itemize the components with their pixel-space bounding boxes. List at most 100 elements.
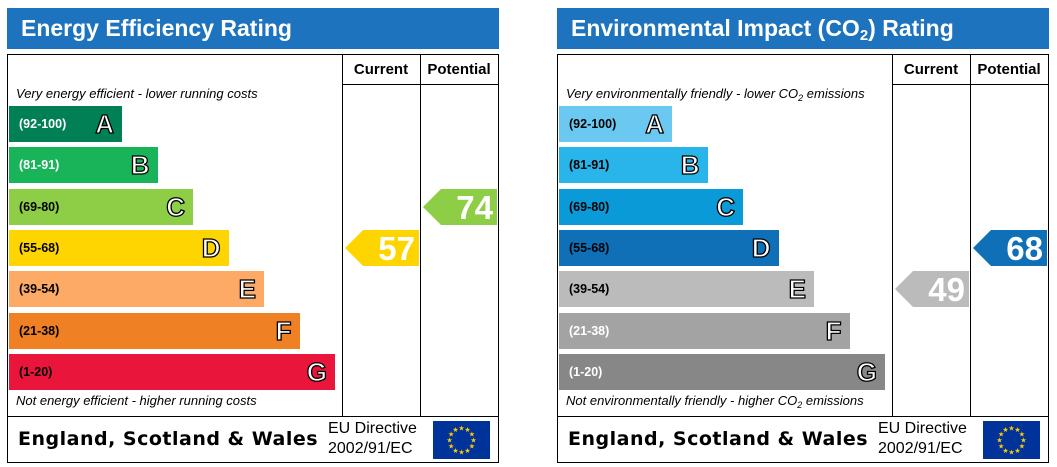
column-divider xyxy=(342,55,343,416)
band-e: (39-54) E xyxy=(9,271,264,308)
current-rating-value: 49 xyxy=(928,271,965,309)
eu-star-icon: ★ xyxy=(446,437,452,445)
band-letter: D xyxy=(751,232,771,263)
band-range-label: (92-100) xyxy=(569,117,617,131)
band-range-label: (55-68) xyxy=(19,240,60,255)
eu-star-icon: ★ xyxy=(448,443,454,451)
band-f: (21-38) F xyxy=(559,312,850,349)
band-letter: E xyxy=(788,274,807,305)
eu-star-icon: ★ xyxy=(470,437,476,445)
header-divider xyxy=(892,84,1048,85)
band-d: (55-68) D xyxy=(9,229,229,266)
directive-line1: EU Directive xyxy=(878,420,967,437)
rating-table: Current Potential Very environmentally f… xyxy=(557,54,1049,417)
directive-line2: 2002/91/EC xyxy=(878,440,963,457)
band-f: (21-38) F xyxy=(9,312,300,349)
current-rating-arrow: 57 xyxy=(345,229,419,267)
column-divider xyxy=(970,55,971,416)
eu-star-icon: ★ xyxy=(998,431,1004,439)
band-range-label: (92-100) xyxy=(19,117,67,131)
current-arrow-shape xyxy=(895,271,969,308)
band-a: (92-100) A xyxy=(559,106,672,142)
eu-star-icon: ★ xyxy=(1008,425,1014,433)
eu-star-icon: ★ xyxy=(1019,443,1025,451)
eu-star-icon: ★ xyxy=(458,449,464,457)
potential-arrow-shape xyxy=(423,188,497,225)
potential-column-header: Potential xyxy=(427,61,491,78)
region-label: England, Scotland & Wales xyxy=(18,428,319,450)
footer: England, Scotland & Wales EU Directive 2… xyxy=(557,417,1049,463)
bottom-note: Not environmentally friendly - higher CO… xyxy=(566,393,864,410)
band-range-label: (1-20) xyxy=(19,364,53,379)
chart-title: Environmental Impact (CO2) Rating xyxy=(557,8,1049,49)
band-letter: C xyxy=(716,191,736,222)
band-g: (1-20) G xyxy=(559,353,885,390)
band-b: (81-91) B xyxy=(559,147,708,184)
eu-star-icon: ★ xyxy=(469,431,475,439)
potential-arrow-fill xyxy=(973,229,1047,266)
column-divider xyxy=(420,55,421,416)
band-range-label: (39-54) xyxy=(569,282,610,297)
band-range-label: (69-80) xyxy=(19,199,60,214)
band-range-label: (39-54) xyxy=(19,282,60,297)
band-letter: F xyxy=(825,315,842,346)
eu-star-icon: ★ xyxy=(996,437,1002,445)
band-letter: D xyxy=(201,232,221,263)
potential-arrow-shape xyxy=(973,229,1047,266)
chart-title: Energy Efficiency Rating xyxy=(7,8,499,49)
top-note: Very energy efficient - lower running co… xyxy=(16,86,258,101)
current-arrow-fill xyxy=(895,271,969,308)
potential-rating-arrow: 74 xyxy=(423,188,497,226)
eu-stars: ★ ★★★★★★★★★★★ xyxy=(996,425,1026,457)
band-letter: A xyxy=(645,108,665,139)
eu-star-icon: ★ xyxy=(1020,437,1026,445)
potential-rating-value: 68 xyxy=(1006,229,1043,267)
eu-star-icon: ★ xyxy=(1008,449,1014,457)
eu-star-icon: ★ xyxy=(452,447,458,455)
current-arrow-fill xyxy=(345,229,419,266)
band-e: (39-54) E xyxy=(559,271,814,308)
band-c: (69-80) C xyxy=(9,188,193,225)
directive-line1: EU Directive xyxy=(328,420,417,437)
eu-star-icon: ★ xyxy=(998,443,1004,451)
band-letter: C xyxy=(166,191,186,222)
eu-star-icon: ★ xyxy=(452,426,458,434)
current-arrow-shape xyxy=(345,229,419,266)
rating-table: Current Potential Very energy efficient … xyxy=(7,54,499,417)
band-b: (81-91) B xyxy=(9,147,158,184)
current-rating-value: 57 xyxy=(378,229,415,267)
eu-star-icon: ★ xyxy=(1014,426,1020,434)
eu-star-icon: ★ xyxy=(1002,426,1008,434)
eu-star-icon: ★ xyxy=(1014,447,1020,455)
band-letter: F xyxy=(275,315,292,346)
band-letter: A xyxy=(95,108,115,139)
potential-arrow-fill xyxy=(423,188,497,225)
eu-flag-icon: ★ ★ ★ ★ ★ ★ ★ ★ ★ ★ ★ ★ xyxy=(983,421,1040,459)
band-range-label: (21-38) xyxy=(569,323,610,338)
band-g: (1-20) G xyxy=(9,353,335,390)
region-label: England, Scotland & Wales xyxy=(568,428,869,450)
eu-star-icon: ★ xyxy=(464,426,470,434)
top-note: Very environmentally friendly - lower CO… xyxy=(566,86,865,103)
eu-flag-icon: ★ ★ ★ ★ ★ ★ ★ ★ ★ ★ ★ ★ xyxy=(433,421,490,459)
eu-star-icon: ★ xyxy=(1019,431,1025,439)
current-rating-arrow: 49 xyxy=(895,271,969,309)
band-range-label: (81-91) xyxy=(19,158,60,173)
eu-star-icon: ★ xyxy=(469,443,475,451)
band-letter: E xyxy=(238,274,257,305)
band-letter: G xyxy=(856,356,878,387)
eu-star-icon: ★ xyxy=(1002,447,1008,455)
bottom-note: Not energy efficient - higher running co… xyxy=(16,393,257,408)
eu-directive: EU Directive 2002/91/EC xyxy=(328,419,417,459)
current-column-header: Current xyxy=(903,61,959,78)
eu-star-icon: ★ xyxy=(448,431,454,439)
band-letter: B xyxy=(680,150,700,181)
band-a: (92-100) A xyxy=(9,106,122,142)
potential-rating-arrow: 68 xyxy=(973,229,1047,267)
band-range-label: (69-80) xyxy=(569,199,610,214)
eu-star-icon: ★ xyxy=(458,425,464,433)
environmental-impact-panel: Environmental Impact (CO2) Rating Curren… xyxy=(557,8,1049,463)
band-c: (69-80) C xyxy=(559,188,743,225)
eu-directive: EU Directive 2002/91/EC xyxy=(878,419,967,459)
eu-star-icon: ★ xyxy=(464,447,470,455)
